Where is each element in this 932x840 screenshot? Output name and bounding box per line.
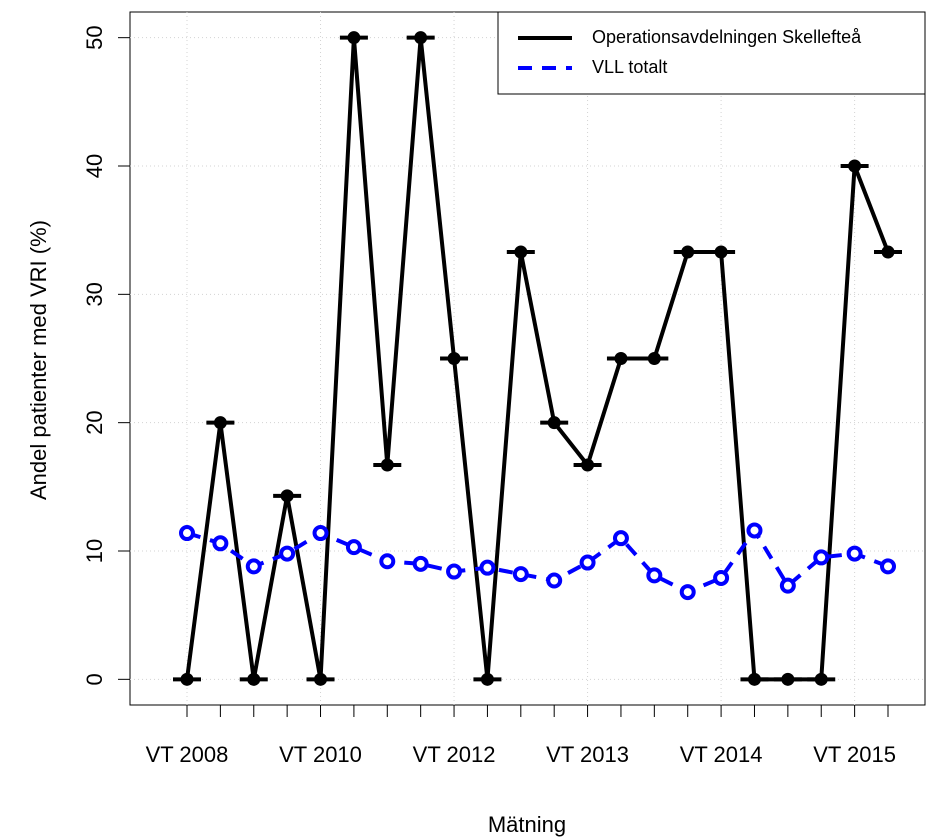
y-tick-label: 10 [82,539,107,563]
point [846,545,863,562]
point [747,672,761,686]
point [646,567,663,584]
series-line [186,528,889,595]
legend-label: Operationsavdelningen Skellefteå [592,27,862,47]
legend-box [497,11,926,95]
point [345,539,362,556]
point [179,525,195,542]
x-tick-label: VT 2013 [546,742,629,767]
point [180,672,194,686]
point [681,245,695,259]
point [547,416,561,430]
point [779,577,796,594]
point [614,352,628,365]
point [714,245,728,259]
y-tick-label: 30 [82,282,107,306]
point [679,584,696,601]
point [380,458,394,472]
point [814,672,828,686]
point [647,352,661,365]
x-tick-label: VT 2010 [279,742,362,767]
point [880,558,896,575]
point [245,558,262,575]
point [579,554,596,571]
point [447,352,461,365]
point [212,535,229,552]
y-axis-title: Andel patienter med VRI (%) [26,220,51,500]
x-tick-label: VT 2012 [413,742,496,767]
point [881,245,895,259]
point [279,545,296,562]
series-line [185,35,890,682]
point [479,559,496,576]
y-tick-label: 20 [82,410,107,434]
point [512,566,529,583]
point [612,530,629,547]
point [379,553,396,570]
point [247,672,261,686]
x-tick-label: VT 2008 [146,742,229,767]
point [781,672,795,686]
point [414,31,428,45]
x-tick-label: VT 2015 [813,742,896,767]
point [546,572,563,589]
point [446,563,463,580]
point [213,416,227,430]
point [848,159,862,173]
point [514,245,528,259]
legend-label: VLL totalt [592,57,667,77]
plot-frame [129,11,926,706]
point [280,489,294,503]
x-tick-label: VT 2014 [680,742,763,767]
point [480,672,494,686]
point [746,522,763,539]
point [713,569,730,586]
point [412,555,429,572]
point [813,549,830,566]
y-tick-label: 50 [82,25,107,49]
y-tick-label: 40 [82,154,107,178]
y-tick-label: 0 [82,673,107,685]
point [581,458,595,472]
point [347,31,361,45]
point [314,672,328,686]
x-axis-title: Mätning [488,812,566,837]
point [312,525,329,542]
